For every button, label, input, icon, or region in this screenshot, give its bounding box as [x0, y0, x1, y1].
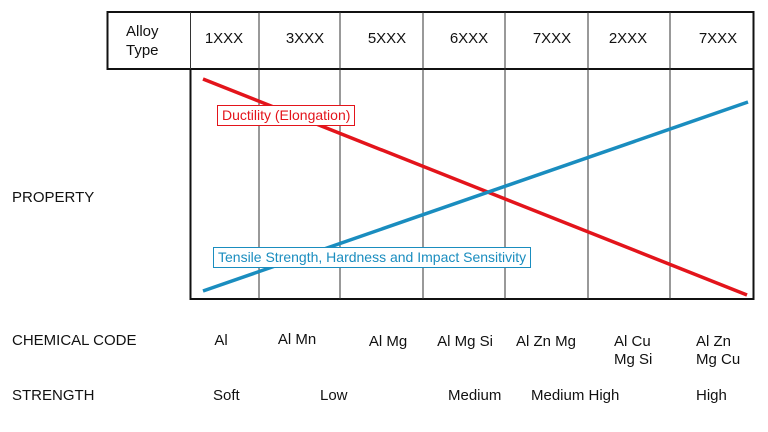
strength-high: High — [696, 387, 727, 404]
alloy-type-label: Alloy Type — [126, 23, 159, 59]
chemical-code-line-2: Mg Cu — [696, 351, 741, 368]
chemical-code-line-1: Al Cu — [614, 333, 651, 350]
alloy-type-2xxx: 2XXX — [608, 30, 648, 47]
strength-row-label: STRENGTH — [12, 387, 95, 404]
chemical-code-3xxx: Al Mn — [277, 331, 317, 348]
chemical-code-6xxx: Al Mg Si — [437, 333, 493, 350]
alloy-type-6xxx: 6XXX — [449, 30, 489, 47]
strength-low: Low — [320, 387, 348, 404]
chemical-code-7xxx-high: Al Zn Mg Cu — [696, 333, 740, 369]
chemical-code-2xxx: Al Cu Mg Si — [614, 333, 652, 369]
ductility-label: Ductility (Elongation) — [217, 105, 356, 126]
alloy-type-1xxx: 1XXX — [204, 30, 244, 47]
property-row-label: PROPERTY — [12, 189, 95, 206]
alloy-type-3xxx: 3XXX — [285, 30, 325, 47]
chemical-code-7xxx: Al Zn Mg — [515, 333, 577, 350]
strength-medium-high: Medium High — [531, 387, 620, 404]
strength-medium: Medium — [448, 387, 502, 404]
alloy-type-7xxx: 7XXX — [532, 30, 572, 47]
chemical-code-row-label: CHEMICAL CODE — [12, 332, 137, 349]
alloy-type-7xxx-high: 7XXX — [698, 30, 738, 47]
strength-soft: Soft — [213, 387, 240, 404]
chemical-code-5xxx: Al Mg — [368, 333, 408, 350]
chemical-code-1xxx: Al — [214, 332, 228, 349]
alloy-type-5xxx: 5XXX — [367, 30, 407, 47]
chemical-code-line-1: Al Zn — [696, 333, 732, 350]
chemical-code-line-2: Mg Si — [614, 351, 653, 368]
tensile-strength-label: Tensile Strength, Hardness and Impact Se… — [213, 247, 532, 268]
property-box — [189, 68, 755, 300]
